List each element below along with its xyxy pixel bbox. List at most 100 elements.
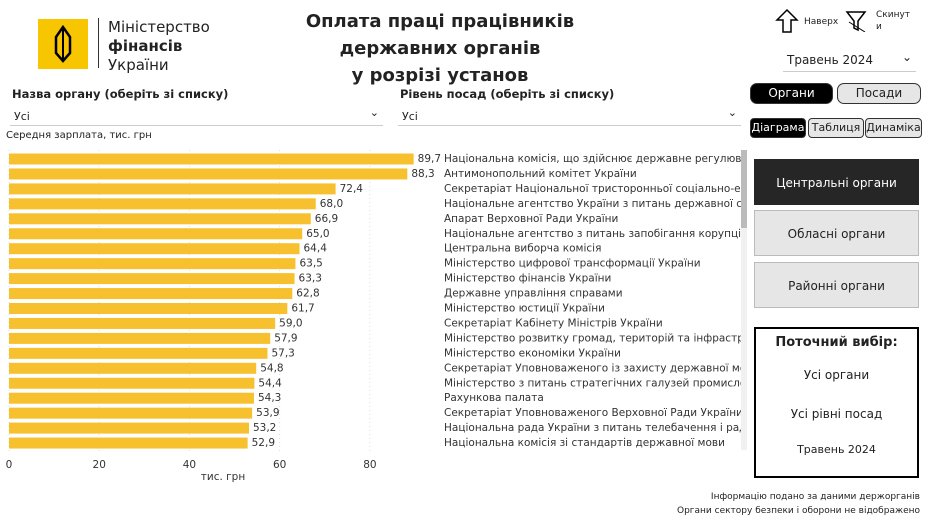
value-label: 89,7: [418, 153, 441, 165]
bar: [9, 228, 303, 240]
x-tick-label: 60: [273, 459, 286, 471]
x-tick-label: 80: [363, 459, 376, 471]
x-tick-label: 40: [183, 459, 196, 471]
filter-label: Назва органу (оберіть зі списку): [12, 87, 229, 101]
bar: [9, 153, 414, 165]
bar: [9, 422, 249, 434]
bar: [9, 183, 336, 195]
bar: [9, 392, 254, 404]
category-label: Національне агентство України з питань д…: [444, 198, 745, 210]
logo-line: Міністерство: [108, 18, 210, 36]
value-label: 61,7: [291, 303, 314, 315]
level-button[interactable]: Обласні органи: [754, 210, 919, 256]
title-line: Оплата праці працівників державних орган…: [305, 11, 575, 59]
filter-value: Усі: [402, 110, 418, 123]
category-label: Міністерство цифрової трансформації Укра…: [444, 258, 701, 270]
footer-note: Інформацію подано за даними держорганів: [710, 492, 920, 502]
filter-dropdown[interactable]: Усі ⌄: [10, 106, 383, 126]
value-label: 53,2: [253, 422, 276, 434]
value-label: 57,9: [274, 332, 297, 344]
bar: [9, 407, 253, 419]
value-label: 54,3: [258, 392, 281, 404]
category-label: Національна комісія зі стандартів держав…: [444, 437, 725, 449]
category-label: Державне управління справами: [444, 288, 623, 300]
chart-title: Середня зарплата, тис. грн: [6, 130, 152, 141]
value-label: 72,4: [340, 183, 364, 195]
footer: Інформацію подано за даними держорганів …: [677, 490, 920, 518]
category-label: Антимонопольний комітет України: [444, 168, 637, 180]
category-label: Апарат Верховної Ради України: [444, 213, 618, 225]
filter-value: Усі: [14, 110, 30, 123]
value-label: 52,9: [252, 437, 275, 449]
value-label: 57,3: [271, 347, 294, 359]
value-label: 63,5: [299, 258, 322, 270]
x-tick-label: 20: [93, 459, 106, 471]
scrollbar[interactable]: [741, 150, 747, 450]
bar: [9, 258, 296, 270]
value-label: 54,4: [258, 377, 282, 389]
value-label: 88,3: [411, 168, 434, 180]
bar: [9, 198, 316, 210]
selection-title: Поточний вибір:: [775, 335, 898, 350]
bar: [9, 437, 248, 449]
category-label: Національне агентство з питань запобіган…: [444, 228, 744, 240]
category-label: Рахункова палата: [444, 392, 544, 404]
bar: [9, 243, 300, 255]
view-toggle[interactable]: Посади: [837, 83, 921, 104]
x-tick-label: 0: [6, 459, 13, 471]
category-label: Секретаріат Національної тристоронньої с…: [444, 183, 745, 195]
category-label: Міністерство розвитку громад, територій …: [444, 332, 745, 344]
period-dropdown[interactable]: Травень 2024 ⌄: [783, 48, 916, 72]
bar: [9, 362, 257, 374]
value-label: 65,0: [306, 228, 329, 240]
logo-line: фінансів: [108, 37, 183, 55]
selection-item: Травень 2024: [797, 443, 876, 456]
category-label: Міністерство економіки України: [444, 347, 621, 359]
top-label: Наверх: [804, 17, 839, 27]
top-button[interactable]: Наверх: [775, 8, 845, 38]
bar: [9, 317, 276, 329]
mode-toggle[interactable]: Діаграма: [750, 118, 806, 138]
bar: [9, 347, 268, 359]
level-button[interactable]: Районні органи: [754, 262, 919, 308]
value-label: 68,0: [320, 198, 343, 210]
filter-dropdown[interactable]: Усі ⌄: [398, 106, 741, 126]
category-label: Міністерство фінансів України: [444, 273, 611, 285]
category-label: Міністерство юстиції України: [444, 303, 605, 315]
bar: [9, 377, 255, 389]
category-label: Національна комісія, що здійснює державн…: [444, 153, 745, 165]
category-label: Міністерство з питань стратегічних галуз…: [444, 377, 745, 389]
logo-text: Міністерство фінансів України: [108, 18, 210, 75]
x-axis-label: тис. грн: [201, 471, 245, 483]
category-label: Секретаріат Уповноваженого із захисту де…: [444, 362, 745, 374]
bar: [9, 273, 295, 285]
reset-label: Скинути: [876, 10, 911, 32]
bar: [9, 168, 408, 180]
footer-note: Органи сектору безпеки і оборони не відо…: [676, 506, 920, 516]
value-label: 54,8: [260, 362, 283, 374]
reset-button[interactable]: Скинути: [845, 8, 925, 36]
mode-toggle[interactable]: Динаміка: [865, 118, 922, 138]
category-label: Секретаріат Уповноваженого Верховної Рад…: [444, 407, 745, 419]
period-value: Травень 2024: [787, 53, 874, 67]
level-button[interactable]: Центральні органи: [754, 159, 919, 205]
category-label: Центральна виборча комісія: [444, 243, 601, 255]
selection-box: Поточний вибір: Усі органи Усі рівні пос…: [754, 327, 919, 478]
value-label: 62,8: [296, 288, 319, 300]
mode-toggle[interactable]: Таблиця: [808, 118, 864, 138]
logo: [38, 19, 88, 69]
value-label: 63,3: [299, 273, 322, 285]
category-label: Національна рада України з питань телеба…: [444, 422, 745, 434]
title-line: у розрізі установ: [351, 65, 529, 86]
bar: [9, 332, 271, 344]
selection-item: Усі органи: [803, 368, 870, 382]
category-label: Секретаріат Кабінету Міністрів України: [444, 317, 663, 329]
bar: [9, 288, 293, 300]
logo-line: України: [108, 56, 169, 74]
value-label: 53,9: [256, 407, 279, 419]
page-title: Оплата праці працівників державних орган…: [250, 8, 630, 89]
value-label: 66,9: [315, 213, 338, 225]
selection-item: Усі рівні посад: [790, 407, 883, 421]
view-toggle[interactable]: Органи: [750, 83, 833, 104]
